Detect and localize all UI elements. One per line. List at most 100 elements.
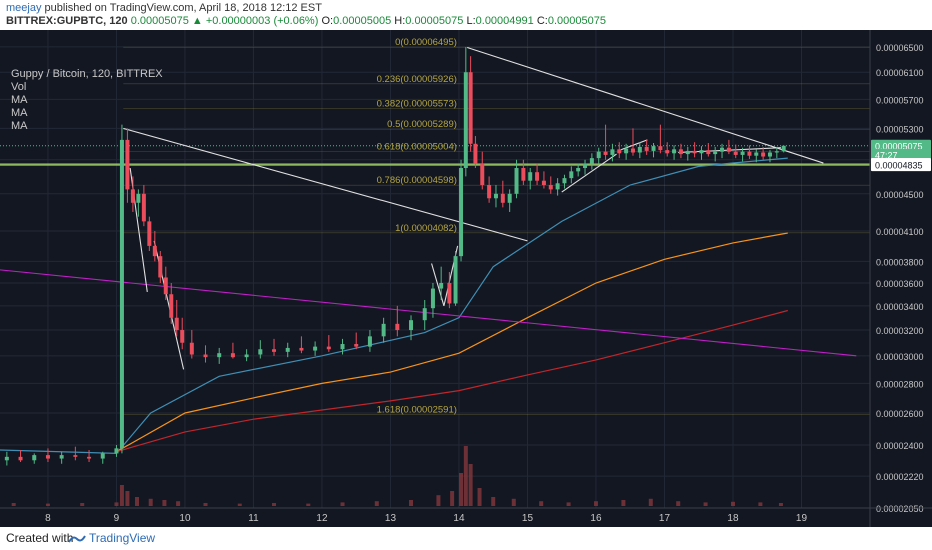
chart-canvas[interactable]: 0(0.00006495) 0.236(0.00005926) 0.382(0.00… [0,30,932,527]
volume-bar [306,503,311,506]
author-link[interactable]: meejay [6,2,42,14]
candle-body [720,147,725,152]
low-label: L: [466,15,476,27]
price-chart[interactable]: 0(0.00006495) 0.236(0.00005926) 0.382(0.00… [0,30,932,527]
candle-body [4,456,9,461]
fib-level-label: 0.5(0.00005289) [387,119,457,130]
candle-body [119,139,124,449]
candle-body [136,193,141,203]
volume-bars [11,446,783,506]
created-with-text: Created with [6,531,74,545]
high-value: 0.00005075 [405,15,464,27]
candle-body [59,455,64,459]
high-label: H: [394,15,406,27]
candle-body [453,256,458,304]
y-tick-label: 0.00002400 [876,441,924,451]
moving-averages [0,157,788,455]
fib-level-label: 0.786(0.00004598) [377,175,457,186]
volume-bar [176,501,181,506]
volume-bar [491,497,496,506]
legend-ma-1: MA [11,94,28,106]
x-tick-label: 17 [659,513,671,524]
candle-body [32,455,37,461]
trendline [561,153,617,193]
candle-body [313,346,318,351]
moving-average-line [116,309,788,453]
volume-bar [125,491,130,506]
fibonacci-retracement: 0(0.00006495) 0.236(0.00005926) 0.382(0.00… [0,37,870,415]
volume-bar [80,503,85,506]
volume-bar [450,491,455,506]
open-label: O: [321,15,334,27]
candle-body [174,317,179,331]
x-tick-label: 12 [316,513,328,524]
candle-body [487,185,492,199]
volume-bar [203,503,208,506]
candle-body [272,349,277,352]
candle-body [326,346,331,350]
candle-body [507,193,512,203]
y-tick-label: 0.00004100 [876,227,924,237]
candle-body [692,150,697,154]
price-badge [871,139,931,152]
candle-body [610,149,615,155]
candle-body [630,148,635,153]
x-tick-label: 14 [453,513,465,524]
candle-body [480,163,485,186]
legend-ma-2: MA [11,107,28,119]
x-tick-label: 16 [590,513,602,524]
candle-body [528,172,533,181]
tradingview-brand[interactable]: TradingView [68,531,155,545]
candle-body [678,149,683,155]
trendline [431,263,445,306]
candle-body [658,146,663,151]
y-tick-label: 0.00005700 [876,95,924,105]
symbol-info: BITTREX:GUPBTC, 120 0.00005075 ▲ +0.0000… [6,15,606,27]
candle-body [18,456,23,461]
volume-bar [11,503,16,506]
candle-body [713,151,718,155]
legend-ma-3: MA [11,120,28,132]
y-tick-label: 0.00003600 [876,279,924,289]
price-badge [871,159,931,172]
candle-body [87,456,92,459]
tradingview-logo-icon [68,535,86,543]
candle-body [447,282,452,304]
candle-body [541,180,546,186]
fib-level-label: 0(0.00006495) [395,37,457,48]
volume-bar [593,501,598,506]
candle-body [555,183,560,190]
volume-bar [477,488,482,506]
candle-body [459,168,464,257]
publish-header: meejay published on TradingView.com, Apr… [0,0,932,30]
candle-body [665,150,670,154]
volume-bar [621,500,626,506]
candle-body [747,151,752,156]
y-tick-label: 0.00006100 [876,68,924,78]
candle-body [672,149,677,154]
price-badge-text: 0.00004835 [875,161,923,171]
y-tick-label: 0.00003000 [876,352,924,362]
candle-body [500,193,505,203]
candle-body [651,146,656,151]
fib-level-label: 1(0.00004082) [395,223,457,234]
candle-body [45,455,50,459]
candle-body [367,336,372,347]
candle-body [439,282,444,289]
last-price: 0.00005075 [130,15,189,27]
volume-bar [436,495,441,506]
y-tick-label: 0.00005300 [876,124,924,134]
candle-body [637,146,642,153]
volume-bar [409,500,414,506]
candle-body [521,168,526,181]
candle-body [576,168,581,172]
candle-body [73,455,78,457]
candle-body [169,294,174,318]
trendline [619,139,648,151]
axes: 0.00006500 0.00006100 0.00005700 0.00005300… [0,30,932,527]
volume-bar [114,502,119,506]
y-tick-label: 0.00003400 [876,302,924,312]
candle-body [189,342,194,355]
volume-bar [648,498,653,506]
x-tick-label: 10 [179,513,191,524]
